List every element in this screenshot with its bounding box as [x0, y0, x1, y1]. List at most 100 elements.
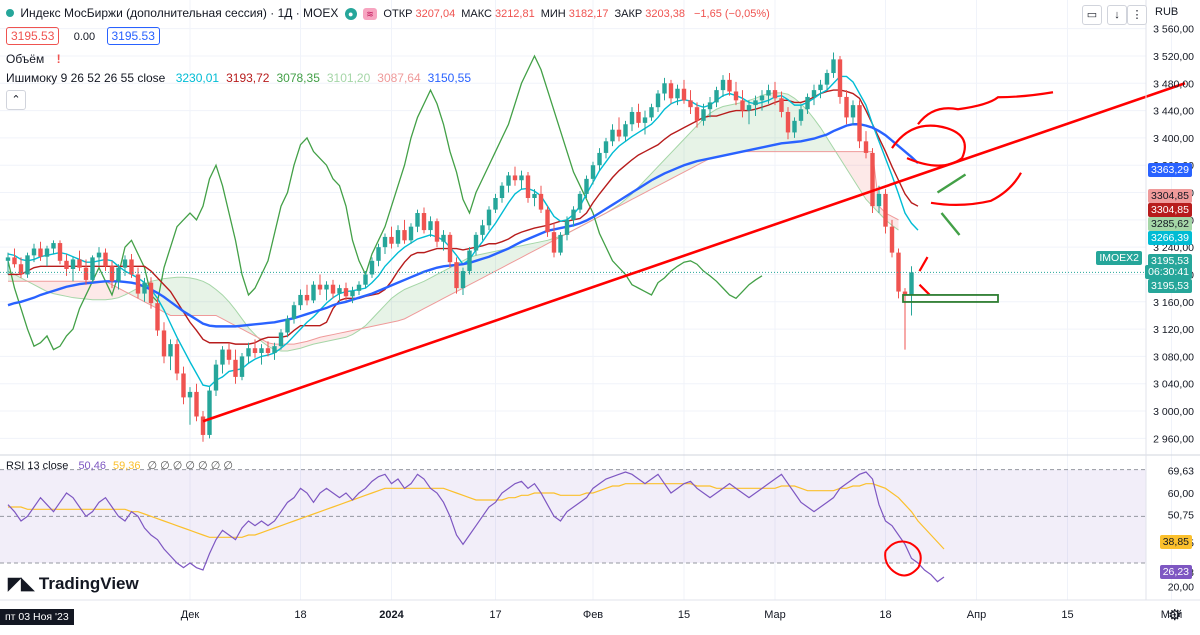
- cloud-segment: [99, 281, 106, 300]
- candle-body: [233, 359, 238, 377]
- cloud-segment: [814, 118, 821, 152]
- cloud-segment: [287, 344, 294, 351]
- candle-body: [837, 59, 843, 97]
- currency-label[interactable]: RUB: [1155, 6, 1179, 18]
- cloud-segment: [508, 247, 515, 265]
- price-tag: 3285,62: [1148, 217, 1192, 231]
- candle-body: [512, 175, 518, 181]
- ohlc-label: ЗАКР: [614, 8, 643, 20]
- cloud-segment: [729, 103, 736, 155]
- ichimoku-cloud: [8, 92, 899, 351]
- candle-body: [714, 90, 719, 103]
- candle-body: [766, 90, 771, 96]
- time-tick-label: Дек: [181, 609, 200, 621]
- symbol-tag: IMOEX2: [1096, 251, 1142, 265]
- bid-box[interactable]: 3195.53: [6, 27, 60, 45]
- trend-line: [202, 82, 1186, 423]
- alert-icon: !: [56, 52, 61, 66]
- time-tick-label: 2024: [379, 609, 404, 621]
- price-tag: 3363,29: [1148, 163, 1192, 177]
- move-down-icon[interactable]: ↓: [1107, 5, 1127, 25]
- cloud-segment: [495, 249, 502, 272]
- x-mark-drawing: [936, 173, 967, 236]
- ohlc-value: 3207,04: [415, 8, 456, 20]
- cloud-segment: [697, 118, 704, 166]
- cloud-segment: [398, 289, 405, 321]
- candle-body: [824, 73, 830, 85]
- moving-average-line: [7, 123, 919, 328]
- cloud-segment: [762, 93, 769, 152]
- cloud-segment: [177, 277, 184, 316]
- cloud-segment: [339, 331, 346, 339]
- candle-body: [389, 236, 394, 244]
- cloud-segment: [742, 100, 749, 152]
- ask-box[interactable]: 3195.53: [106, 27, 160, 45]
- brand-name: TradingView: [38, 574, 139, 593]
- candle-body: [896, 252, 901, 292]
- more-icon[interactable]: ⋮: [1127, 5, 1147, 25]
- candle-body: [629, 111, 635, 125]
- cloud-segment: [209, 284, 216, 316]
- cloud-segment: [820, 127, 827, 152]
- price-tag: 3304,85: [1148, 203, 1192, 217]
- volume-label: Объём: [6, 52, 45, 66]
- candle-body: [447, 234, 453, 263]
- candle-body: [525, 175, 531, 198]
- candle-body: [285, 318, 290, 333]
- cloud-segment: [346, 330, 353, 338]
- time-tick-label: 18: [294, 609, 306, 621]
- ichimoku-legend[interactable]: Ишимоку 9 26 52 26 55 close 3230,01 3193,…: [6, 71, 477, 85]
- candle-body: [675, 88, 680, 99]
- cloud-segment: [391, 293, 398, 323]
- volume-legend[interactable]: Объём !: [6, 52, 64, 66]
- legend-value: ∅ ∅ ∅ ∅ ∅ ∅ ∅: [147, 460, 233, 472]
- ichimoku-label: Ишимоку 9 26 52 26 55 close: [6, 71, 166, 85]
- candle-body: [889, 226, 895, 253]
- cloud-segment: [502, 248, 509, 268]
- candle-body: [785, 111, 791, 133]
- time-tick-label: Мар: [764, 609, 786, 621]
- candle-body: [122, 259, 128, 268]
- settings-gear-icon[interactable]: ⚙: [1168, 607, 1182, 624]
- price-tick-label: 3 240,00: [1153, 242, 1194, 254]
- price-tick-label: 3 160,00: [1153, 297, 1194, 309]
- candle-body: [291, 305, 297, 319]
- candle-body: [649, 107, 654, 118]
- legend-value: 3087,64: [377, 71, 421, 85]
- candle-body: [454, 262, 459, 289]
- candle-body: [103, 252, 108, 267]
- time-tick-label: 18: [879, 609, 891, 621]
- eye-icon[interactable]: ●: [344, 8, 357, 20]
- scribble-drawing: [930, 172, 1022, 206]
- candle-body: [733, 91, 739, 101]
- cloud-segment: [788, 94, 795, 152]
- candle-body: [519, 175, 524, 181]
- time-axis[interactable]: Дек18202417Фев15Мар18Апр15Май20ИюнИюл: [0, 599, 1200, 621]
- collapse-legend-button[interactable]: ⌃: [6, 90, 26, 110]
- candle-body: [460, 271, 466, 289]
- time-tick-label: Май: [1161, 609, 1183, 621]
- symbol-title[interactable]: Индекс МосБиржи (дополнительная сессия) …: [20, 6, 339, 20]
- candle-body: [668, 83, 674, 99]
- replay-icon[interactable]: ≋: [363, 8, 378, 20]
- cloud-segment: [521, 244, 528, 258]
- candle-body: [109, 266, 115, 282]
- candle-body: [421, 213, 427, 231]
- candle-body: [798, 109, 804, 121]
- price-tick-label: 3 120,00: [1153, 324, 1194, 336]
- price-axis[interactable]: 2 960,00 3 000,00 3 040,00 3 080,00 3 120,00…: [1145, 0, 1194, 600]
- price-tick-label: 2 960,00: [1153, 433, 1194, 445]
- candle-body: [818, 84, 823, 91]
- candle-body: [31, 248, 37, 256]
- maximize-pane-button[interactable]: ▭: [1082, 5, 1102, 25]
- cloud-segment: [716, 106, 723, 158]
- rsi-ma-line: [8, 483, 945, 550]
- candle-body: [655, 93, 661, 108]
- cloud-segment: [66, 281, 73, 298]
- price-tag: 3195,53: [1148, 254, 1192, 268]
- rsi-legend[interactable]: RSI 13 close 50,46 59,36 ∅ ∅ ∅ ∅ ∅ ∅ ∅: [6, 459, 239, 472]
- candle-body: [70, 259, 76, 270]
- cloud-segment: [437, 271, 444, 302]
- rsi-pane: [0, 454, 1200, 583]
